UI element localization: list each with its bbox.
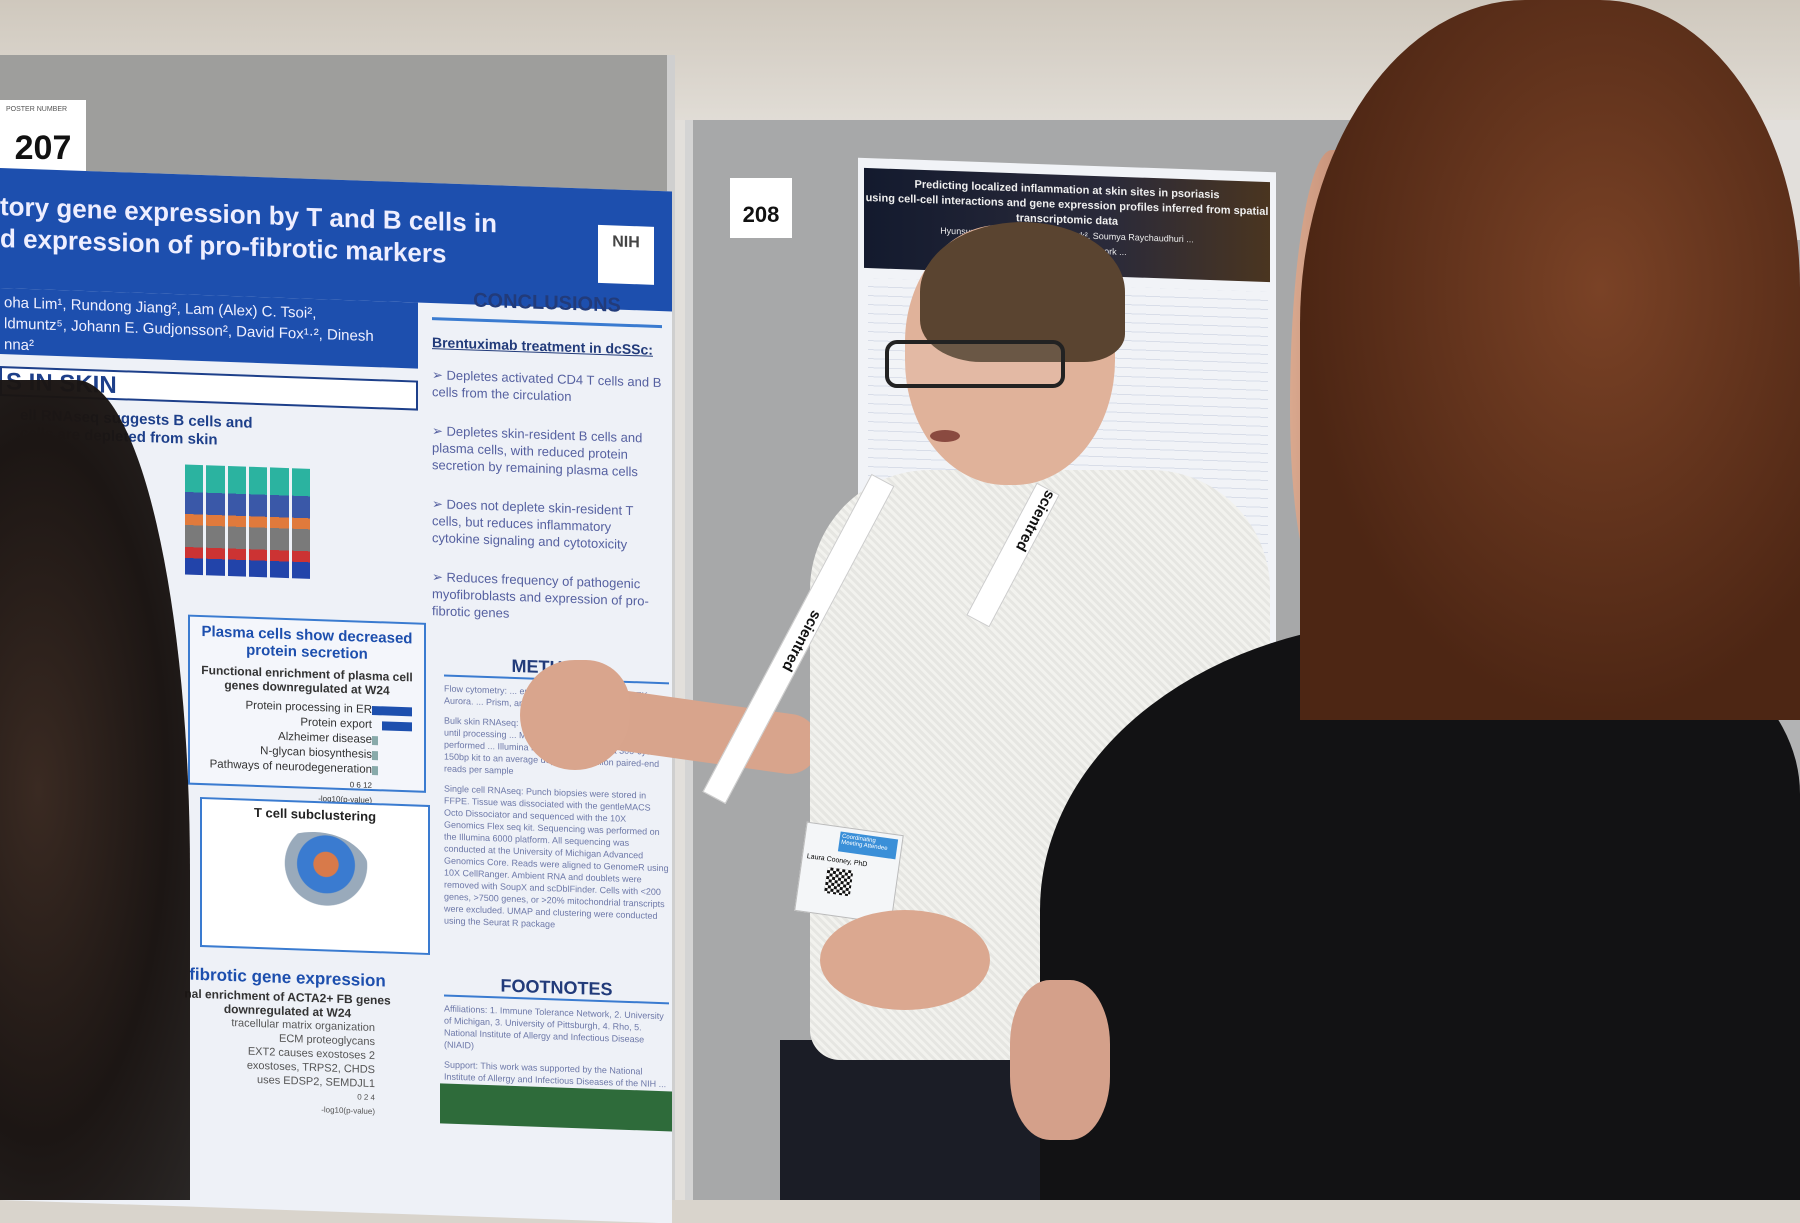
enrichment-bar (372, 705, 412, 717)
conclusion-point: ➢ Depletes activated CD4 T cells and B c… (432, 367, 662, 404)
poster-authors: oha Lim¹, Rundong Jiang², Lam (Alex) C. … (0, 288, 418, 369)
poster-number: 207 (14, 129, 72, 167)
qr-code-icon (824, 866, 854, 897)
enrichment-bar (372, 765, 378, 776)
glasses-icon (885, 340, 1065, 388)
panel-heading: Plasma cells show decreased protein secr… (201, 623, 413, 663)
stacked-bar (270, 467, 289, 579)
poster-number-card-207: POSTER NUMBER 207 (0, 100, 86, 172)
badge-tag: Coordinating Meeting Attendee (837, 831, 899, 860)
presenter-hand-pointing (520, 660, 630, 770)
umap-plot (260, 830, 370, 914)
term-label: Protein export (300, 716, 372, 731)
stacked-bar (248, 466, 268, 578)
conclusions-subheading: Brentuximab treatment in dcSSc: (432, 334, 653, 358)
stacked-bar (291, 468, 310, 579)
conclusion-point: ➢ Reduces frequency of pathogenic myofib… (432, 569, 649, 621)
panel-heading: T cell subclustering (253, 804, 377, 825)
conclusions-heading: CONCLUSIONS (432, 288, 662, 329)
stacked-bar (185, 464, 204, 576)
enrichment-bar (382, 721, 412, 732)
enrichment-bar (372, 735, 378, 746)
poster-title-banner: tory gene expression by T and B cells in… (0, 168, 672, 312)
poster-number-caption: POSTER NUMBER (6, 106, 68, 113)
affiliations: Affiliations: 1. Immune Tolerance Networ… (444, 1003, 664, 1051)
stacked-bar-figure (185, 464, 310, 579)
poster-footer-band (440, 1083, 672, 1132)
panel-subheading: Functional enrichment of plasma cell gen… (201, 663, 413, 698)
conclusions-section: CONCLUSIONS Brentuximab treatment in dcS… (432, 288, 662, 649)
attendee-hair (1300, 0, 1800, 720)
attendee-hand (1010, 980, 1110, 1140)
t-cell-subclustering-panel: T cell subclustering (200, 796, 430, 956)
stacked-bar (227, 465, 246, 577)
term-label: N-glycan biosynthesis (260, 745, 372, 761)
conclusion-point: ➢ Depletes skin-resident B cells and pla… (432, 423, 643, 480)
plasma-cells-panel: Plasma cells show decreased protein secr… (188, 614, 426, 805)
presenter-mouth (930, 430, 960, 442)
term-label: Alzheimer disease (278, 730, 372, 746)
presenter-hair (920, 222, 1125, 362)
enrichment-bar (372, 750, 378, 761)
poster-number: 208 (742, 202, 780, 227)
presenter-pants (780, 1040, 1040, 1200)
presenter-hand-open (820, 910, 990, 1010)
footnotes-heading: FOOTNOTES (444, 973, 669, 1005)
methods-paragraph: Single cell RNAseq: Punch biopsies were … (444, 783, 669, 930)
stacked-bar (206, 465, 225, 576)
conclusion-point: ➢ Does not deplete skin-resident T cells… (432, 496, 634, 552)
name-badge: Coordinating Meeting Attendee Laura Coon… (794, 821, 904, 925)
nih-logo: NIH (598, 224, 654, 285)
poster-number-card-208: 208 (730, 178, 792, 238)
